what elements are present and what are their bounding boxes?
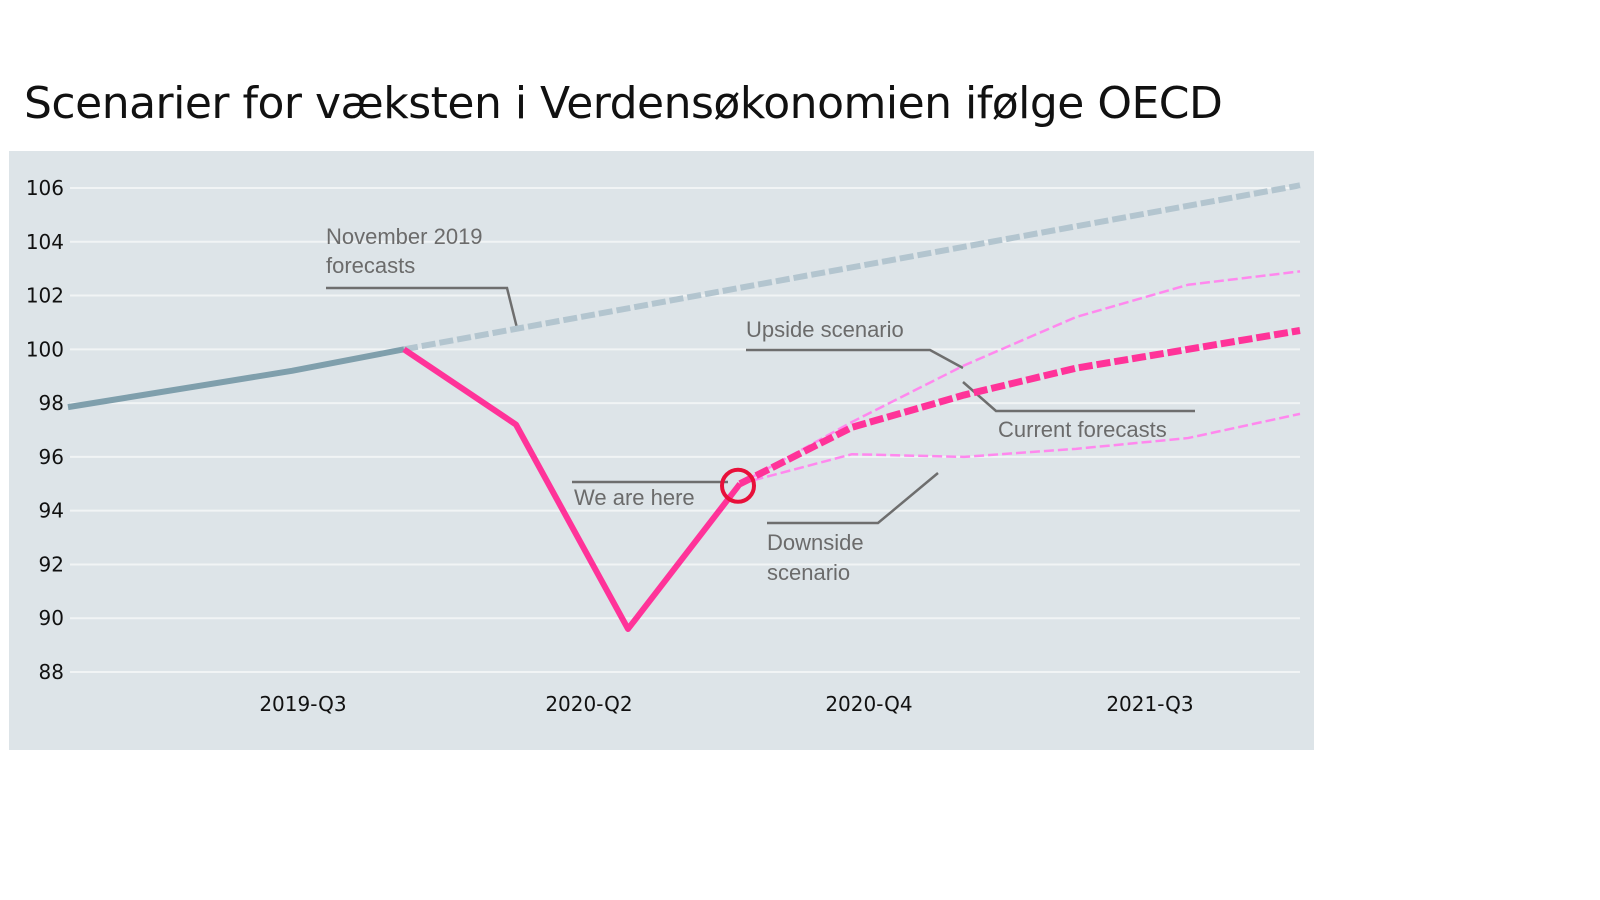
leader-downside	[767, 472, 939, 525]
y-tick-label: 98	[39, 391, 64, 415]
plot-background	[9, 151, 1314, 750]
annotation-nov2019-line2: forecasts	[326, 253, 415, 278]
y-tick-label: 100	[26, 337, 64, 361]
leader-nov2019	[326, 286, 519, 329]
x-tick-label: 2019-Q3	[259, 692, 346, 716]
y-axis: 106 104 102 100 98 96 94 92 90 88	[26, 176, 64, 684]
series-line-actual-2020	[402, 346, 743, 632]
gridlines	[70, 187, 1300, 673]
we-are-here-marker	[720, 467, 756, 504]
x-axis: 2019-Q3 2020-Q2 2020-Q4 2021-Q3	[259, 692, 1193, 716]
x-tick-label: 2021-Q3	[1106, 692, 1193, 716]
y-tick-label: 96	[39, 445, 64, 469]
y-tick-label: 104	[26, 230, 64, 254]
series-line-november-2019-forecasts	[403, 182, 1301, 353]
y-tick-label: 94	[39, 499, 64, 523]
annotation-here: We are here	[574, 485, 695, 510]
y-tick-label: 88	[39, 660, 64, 684]
y-tick-label: 102	[26, 284, 64, 308]
series-line-current-forecasts	[738, 327, 1301, 487]
annotation-downside-line2: scenario	[767, 560, 850, 585]
annotation-downside-line1: Downside	[767, 530, 864, 555]
series-line-upside-scenario	[739, 270, 1301, 485]
x-tick-label: 2020-Q4	[825, 692, 912, 716]
series-lines	[67, 182, 1301, 632]
leader-upside	[746, 348, 964, 370]
y-tick-label: 92	[39, 552, 64, 576]
annotation-nov2019-line1: November 2019	[326, 224, 483, 249]
x-tick-label: 2020-Q2	[545, 692, 632, 716]
annotation-upside: Upside scenario	[746, 317, 904, 342]
y-tick-label: 106	[26, 176, 64, 200]
series-line-downside-scenario	[739, 412, 1301, 485]
y-tick-label: 90	[39, 606, 64, 630]
chart-title: Scenarier for væksten i Verdensøkonomien…	[24, 78, 1223, 129]
annotation-current: Current forecasts	[998, 417, 1167, 442]
